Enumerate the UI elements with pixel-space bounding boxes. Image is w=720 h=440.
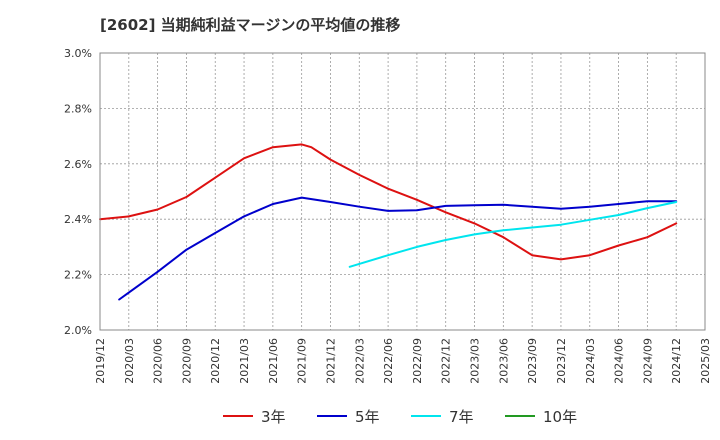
x-tick-label: 2020/09 <box>180 338 193 384</box>
plot-background <box>100 53 705 330</box>
x-tick-label: 2021/09 <box>296 338 309 384</box>
y-tick-label: 2.4% <box>64 213 92 226</box>
y-tick-label: 2.6% <box>64 158 92 171</box>
x-tick-label: 2024/09 <box>641 338 654 384</box>
x-tick-label: 2020/12 <box>209 338 222 384</box>
x-tick-label: 2021/12 <box>324 338 337 384</box>
legend-swatch <box>411 415 441 417</box>
grid <box>100 53 705 330</box>
legend-swatch <box>505 415 535 417</box>
y-tick-label: 2.0% <box>64 324 92 337</box>
x-tick-label: 2024/03 <box>584 338 597 384</box>
legend: 3年 5年 7年 10年 <box>0 404 720 428</box>
x-tick-label: 2020/03 <box>123 338 136 384</box>
legend-label: 5年 <box>355 407 380 426</box>
x-tick-label: 2023/09 <box>526 338 539 384</box>
series-line-7年 <box>348 201 678 268</box>
legend-item: 3年 <box>223 404 286 428</box>
plot-frame <box>99 52 706 331</box>
x-tick-label: 2023/12 <box>555 338 568 384</box>
x-axis-tick-labels: 2019/12 2020/03 2020/06 2020/09 2020/12 2021/… <box>94 338 712 384</box>
series-lines <box>99 143 678 301</box>
x-tick-label: 2022/06 <box>382 338 395 384</box>
x-tick-label: 2022/09 <box>411 338 424 384</box>
legend-label: 10年 <box>543 407 578 426</box>
y-tick-label: 2.2% <box>64 269 92 282</box>
legend-item: 5年 <box>317 404 380 428</box>
x-tick-label: 2019/12 <box>94 338 107 384</box>
series-line-5年 <box>118 196 678 301</box>
y-tick-label: 2.8% <box>64 102 92 115</box>
y-tick-label: 3.0% <box>64 47 92 60</box>
x-tick-label: 2022/03 <box>353 338 366 384</box>
legend-item: 7年 <box>411 404 474 428</box>
x-tick-label: 2021/03 <box>238 338 251 384</box>
chart-title: [2602] 当期純利益マージンの平均値の推移 <box>100 16 401 34</box>
legend-label: 3年 <box>261 407 286 426</box>
legend-item: 10年 <box>505 404 577 428</box>
x-tick-label: 2024/06 <box>613 338 626 384</box>
legend-label: 7年 <box>449 407 474 426</box>
x-tick-label: 2020/06 <box>152 338 165 384</box>
series-line-3年 <box>99 143 678 261</box>
legend-swatch <box>223 415 253 417</box>
x-tick-label: 2022/12 <box>440 338 453 384</box>
y-axis-tick-labels: 2.0% 2.2% 2.4% 2.6% 2.8% 3.0% <box>64 47 92 337</box>
x-tick-label: 2023/03 <box>469 338 482 384</box>
x-tick-label: 2024/12 <box>670 338 683 384</box>
legend-swatch <box>317 415 347 417</box>
x-tick-label: 2023/06 <box>497 338 510 384</box>
x-tick-label: 2021/06 <box>267 338 280 384</box>
x-tick-label: 2025/03 <box>699 338 712 384</box>
